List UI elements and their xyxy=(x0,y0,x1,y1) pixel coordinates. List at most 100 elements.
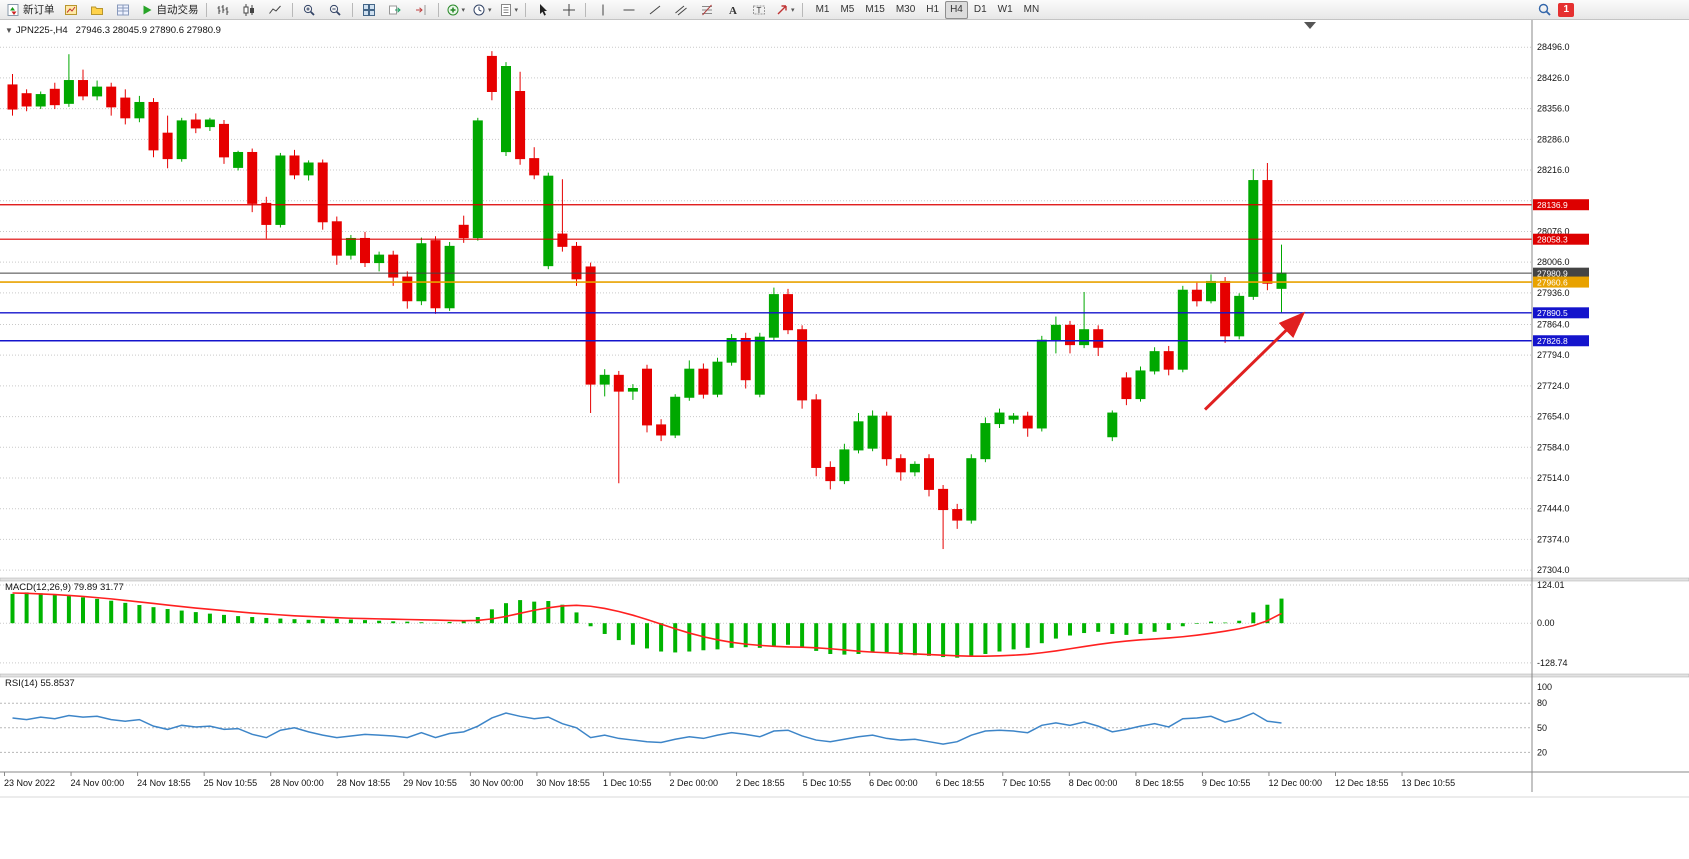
auto-scroll-button[interactable] xyxy=(383,0,408,19)
horizontal-line-button[interactable] xyxy=(616,0,641,19)
toolbar-separator xyxy=(525,2,527,17)
trendline-button[interactable] xyxy=(642,0,667,19)
candle-body xyxy=(501,66,511,153)
rsi-panel xyxy=(0,702,1532,753)
periods-icon xyxy=(473,4,485,15)
tile-windows-button[interactable] xyxy=(357,0,382,19)
tf-h4-button[interactable]: H4 xyxy=(945,0,968,19)
candle-body xyxy=(21,93,32,107)
toolbar-separator xyxy=(437,2,439,17)
tf-m5-button[interactable]: M5 xyxy=(840,4,855,15)
toolbar-separator xyxy=(351,2,353,17)
channel-icon xyxy=(674,5,687,15)
periods-button[interactable]: ▾ xyxy=(469,0,495,19)
candle-body xyxy=(924,458,934,490)
candle-body xyxy=(867,415,878,449)
notification-badge[interactable]: 1 xyxy=(1558,2,1574,17)
shapes-button[interactable]: ▾ xyxy=(772,0,798,19)
candle-body xyxy=(557,233,568,247)
price-axis: 28496.0 28426.0 28356.0 28286.0 28216.0 28076… xyxy=(1533,42,1589,757)
candle-body xyxy=(1107,412,1118,438)
trend-arrow-annotation[interactable] xyxy=(1203,311,1306,411)
new-chart-icon xyxy=(65,4,77,15)
tf-w1-button[interactable]: W1 xyxy=(997,4,1013,15)
time-axis-label: 9 Dec 10:55 xyxy=(1202,778,1251,788)
candle-body xyxy=(853,421,864,451)
panel-splitter[interactable] xyxy=(0,577,1689,582)
tf-m15-button[interactable]: M15 xyxy=(865,4,885,15)
new-order-button[interactable]: 新订单 xyxy=(3,0,58,19)
price-axis-label: 27304.0 xyxy=(1537,565,1570,575)
candle-body xyxy=(1206,280,1216,302)
cursor-button[interactable] xyxy=(530,0,555,19)
chart-shift-button[interactable] xyxy=(409,0,434,19)
rsi-line xyxy=(12,712,1282,745)
tf-m1-button[interactable]: M1 xyxy=(815,4,830,15)
label-button[interactable]: T xyxy=(746,0,771,19)
candle-body xyxy=(331,221,342,256)
candle-body xyxy=(543,175,554,267)
toolbar: 新订单 自动交易 xyxy=(0,0,1689,20)
macd-panel xyxy=(0,584,1532,664)
candle-body xyxy=(684,368,695,398)
candle-body xyxy=(1262,180,1273,284)
candle-body xyxy=(374,254,385,264)
new-chart-button[interactable] xyxy=(59,0,84,19)
tile-windows-icon xyxy=(363,3,375,16)
price-axis-label: 28356.0 xyxy=(1537,104,1570,114)
time-axis-label: 25 Nov 10:55 xyxy=(204,778,258,788)
price-tag-label: 27980.9 xyxy=(1537,268,1568,278)
market-watch-button[interactable] xyxy=(111,0,136,19)
price-axis-label: 27374.0 xyxy=(1537,534,1570,544)
candlestick-series xyxy=(7,51,1287,550)
tf-m30-button[interactable]: M30 xyxy=(895,4,916,15)
candle-body xyxy=(966,458,977,521)
candle-body xyxy=(952,509,963,521)
chart-canvas[interactable]: 28496.0 28426.0 28356.0 28286.0 28216.0 28076… xyxy=(0,20,1689,859)
time-axis-label: 7 Dec 10:55 xyxy=(1002,778,1051,788)
price-axis-label: 28426.0 xyxy=(1537,73,1570,83)
candle-body xyxy=(670,396,681,436)
candle-body xyxy=(1220,280,1231,337)
one-click-trading-icon[interactable]: ▼ xyxy=(5,26,13,35)
tf-h1-button[interactable]: H1 xyxy=(926,4,940,15)
candle-body xyxy=(585,266,596,385)
bar-chart-button[interactable] xyxy=(211,0,236,19)
text-button[interactable]: A xyxy=(720,0,745,19)
candle-body xyxy=(35,94,46,107)
search-icon[interactable] xyxy=(1537,2,1552,17)
tf-d1-button[interactable]: D1 xyxy=(973,4,987,15)
chart-shift-marker[interactable] xyxy=(1304,22,1316,29)
candle-body xyxy=(656,424,667,436)
crosshair-button[interactable] xyxy=(556,0,581,19)
candle-body xyxy=(1234,295,1245,337)
tf-mn-button[interactable]: MN xyxy=(1023,4,1040,15)
profiles-button[interactable] xyxy=(85,0,110,19)
indicators-button[interactable]: ▾ xyxy=(443,0,469,19)
zoom-out-button[interactable] xyxy=(323,0,348,19)
vertical-line-button[interactable] xyxy=(590,0,615,19)
support-line-1-tag xyxy=(1533,307,1589,319)
chart-symbol-period: JPN225-,H4 xyxy=(15,25,68,36)
zoom-in-button[interactable] xyxy=(297,0,322,19)
candle-body xyxy=(1149,351,1160,372)
candle-body xyxy=(571,245,582,280)
channel-button[interactable] xyxy=(668,0,693,19)
candlestick-chart-button[interactable] xyxy=(237,0,262,19)
candle-body xyxy=(275,155,286,225)
line-chart-button[interactable] xyxy=(263,0,288,19)
price-axis-label: 28076.0 xyxy=(1537,226,1570,236)
candle-body xyxy=(360,237,370,264)
price-axis-label: 28006.0 xyxy=(1537,257,1570,267)
panel-splitter[interactable] xyxy=(0,673,1689,678)
toolbar-right: 1 xyxy=(1537,2,1574,17)
time-axis-label: 24 Nov 18:55 xyxy=(137,778,191,788)
text-icon: A xyxy=(729,5,737,17)
candle-body xyxy=(162,132,173,160)
fibonacci-button[interactable] xyxy=(694,0,719,19)
svg-text:A: A xyxy=(729,5,737,17)
autotrading-button[interactable]: 自动交易 xyxy=(137,0,202,19)
candle-body xyxy=(698,368,709,395)
templates-button[interactable]: ▾ xyxy=(496,0,522,19)
